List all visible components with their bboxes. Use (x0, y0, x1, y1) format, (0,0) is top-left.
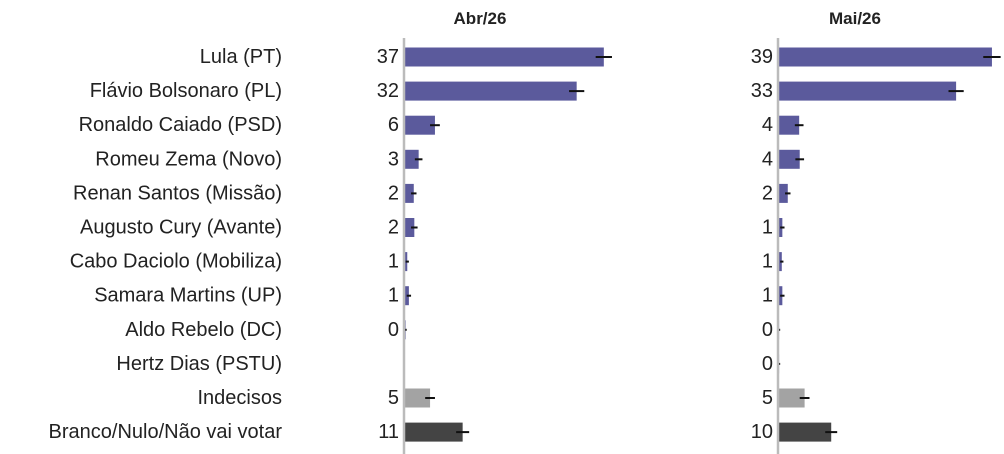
candidate-label: Indecisos (198, 387, 283, 409)
bar (778, 149, 800, 169)
data-label: 11 (378, 421, 399, 443)
bar (778, 47, 992, 67)
data-label: 3 (388, 148, 399, 170)
data-label: 32 (377, 80, 399, 102)
candidate-label: Branco/Nulo/Não vai votar (49, 421, 283, 443)
data-label: 5 (762, 387, 773, 409)
data-label: 2 (388, 217, 399, 239)
bar (404, 286, 409, 306)
data-label: 33 (751, 80, 773, 102)
candidate-label: Flávio Bolsonaro (PL) (90, 80, 282, 102)
bar (778, 115, 800, 135)
data-label: 37 (377, 46, 399, 68)
panel-title: Abr/26 (454, 9, 507, 28)
candidate-label: Renan Santos (Missão) (73, 182, 282, 204)
candidate-label: Hertz Dias (PSTU) (116, 353, 282, 375)
bar (404, 218, 415, 237)
bar (404, 422, 463, 442)
bar (404, 81, 577, 101)
data-label: 2 (388, 182, 399, 204)
candidate-label: Cabo Daciolo (Mobiliza) (70, 251, 282, 273)
data-label: 39 (751, 46, 773, 68)
data-label: 1 (388, 285, 399, 307)
data-label: 1 (762, 285, 773, 307)
bar (778, 183, 788, 203)
candidate-label: Romeu Zema (Novo) (95, 148, 282, 170)
data-label: 4 (762, 148, 773, 170)
data-label: 1 (388, 251, 399, 273)
bar (778, 252, 782, 272)
data-label: 0 (388, 319, 399, 341)
candidate-labels: Lula (PT) Flávio Bolsonaro (PL) Ronaldo Ca… (49, 46, 283, 443)
bar (404, 47, 604, 67)
data-label: 2 (762, 182, 773, 204)
bar (404, 388, 431, 408)
bar (404, 149, 419, 169)
data-label: 6 (388, 114, 399, 136)
bar (404, 183, 414, 203)
data-label: 10 (751, 421, 773, 443)
candidate-label: Aldo Rebelo (DC) (125, 319, 282, 341)
bar (778, 422, 832, 442)
bar (404, 115, 435, 135)
data-label: 1 (762, 217, 773, 239)
candidate-label: Augusto Cury (Avante) (80, 217, 282, 239)
chart-panels: Abr/2637326322110511Mai/2639334421110051… (377, 9, 1001, 454)
bar (778, 81, 957, 101)
data-label: 5 (388, 387, 399, 409)
data-label: 0 (762, 319, 773, 341)
candidate-label: Samara Martins (UP) (94, 285, 282, 307)
candidate-label: Ronaldo Caiado (PSD) (79, 114, 282, 136)
candidate-label: Lula (PT) (200, 46, 282, 68)
data-label: 0 (762, 353, 773, 375)
data-label: 4 (762, 114, 773, 136)
data-label: 1 (762, 251, 773, 273)
bar (778, 388, 805, 408)
panel-title: Mai/26 (829, 9, 881, 28)
